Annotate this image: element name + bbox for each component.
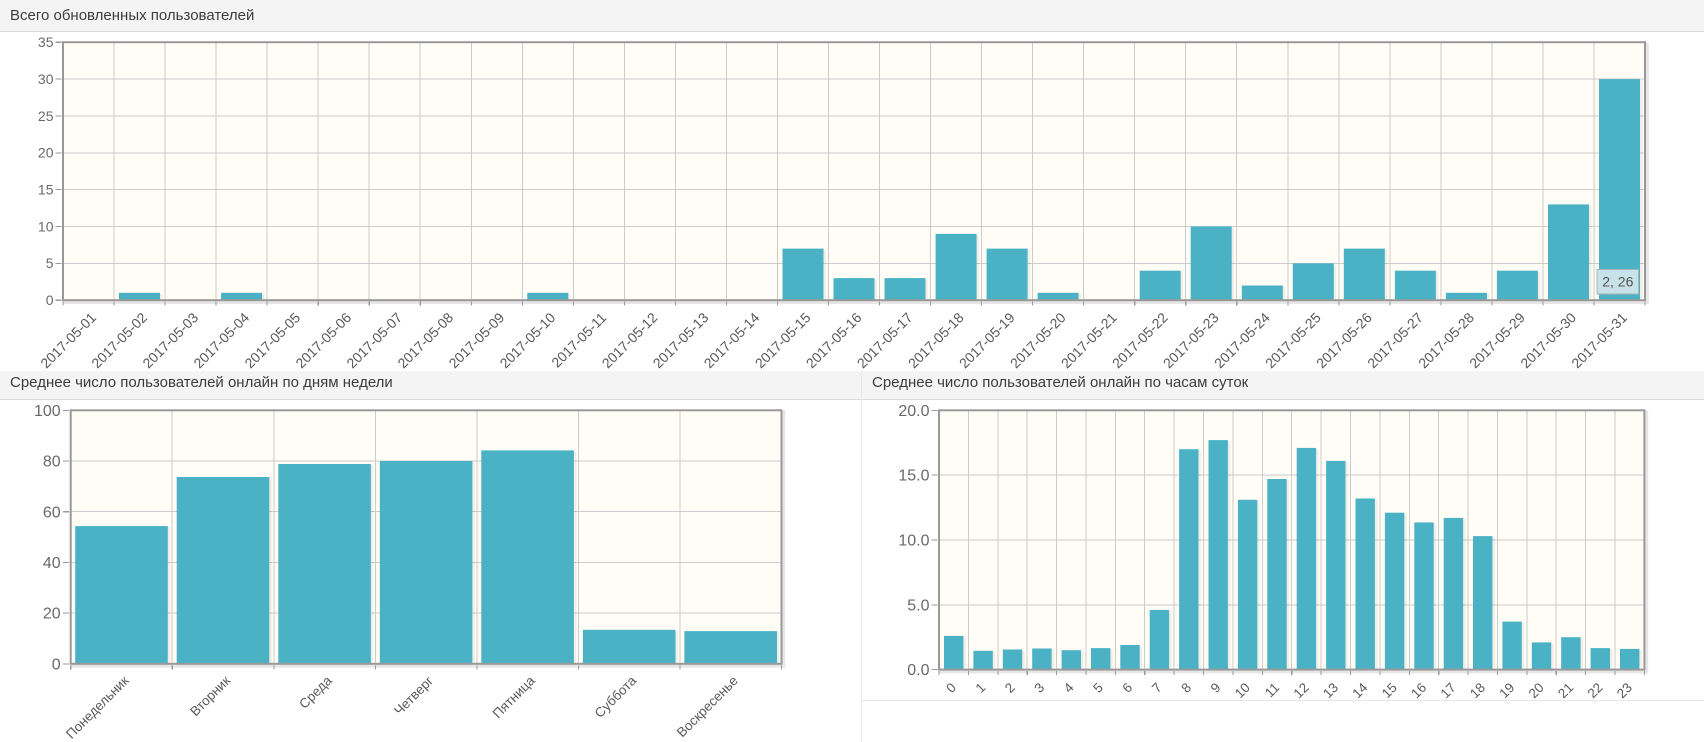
svg-text:10: 10: [38, 218, 54, 234]
svg-text:2, 26: 2, 26: [1602, 273, 1633, 289]
svg-text:Вторник: Вторник: [187, 673, 233, 719]
svg-text:18: 18: [1467, 680, 1488, 701]
svg-text:22: 22: [1584, 680, 1605, 701]
svg-text:15: 15: [1379, 680, 1400, 701]
svg-text:6: 6: [1119, 680, 1135, 696]
svg-text:2: 2: [1002, 680, 1018, 696]
svg-text:15: 15: [38, 182, 54, 198]
svg-text:5: 5: [1090, 680, 1106, 696]
svg-text:80: 80: [43, 454, 61, 471]
svg-text:25: 25: [38, 108, 54, 124]
svg-text:30: 30: [38, 71, 54, 87]
svg-text:Суббота: Суббота: [592, 673, 640, 721]
svg-text:0: 0: [943, 680, 959, 696]
svg-text:0: 0: [52, 656, 61, 673]
svg-text:9: 9: [1208, 680, 1224, 696]
svg-text:23: 23: [1614, 680, 1635, 701]
svg-text:16: 16: [1408, 680, 1429, 701]
svg-text:3: 3: [1031, 680, 1047, 696]
svg-text:10: 10: [1232, 680, 1253, 701]
svg-text:7: 7: [1149, 680, 1165, 696]
svg-text:100: 100: [34, 403, 61, 420]
svg-text:13: 13: [1320, 680, 1341, 701]
svg-text:2017-05-31: 2017-05-31: [1568, 309, 1630, 371]
svg-text:0.0: 0.0: [907, 662, 929, 679]
svg-text:11: 11: [1262, 680, 1282, 700]
svg-text:19: 19: [1496, 680, 1517, 701]
svg-text:20: 20: [1526, 680, 1547, 701]
svg-text:Пятница: Пятница: [490, 673, 538, 721]
svg-text:20: 20: [43, 606, 61, 623]
svg-text:15.0: 15.0: [898, 468, 929, 485]
svg-text:14: 14: [1349, 680, 1371, 702]
svg-text:2017-05-10: 2017-05-10: [496, 309, 558, 371]
svg-text:10.0: 10.0: [898, 533, 929, 550]
svg-text:0: 0: [46, 292, 54, 308]
svg-text:Понедельник: Понедельник: [63, 673, 132, 742]
svg-text:Среда: Среда: [296, 673, 335, 712]
svg-text:20.0: 20.0: [898, 403, 929, 420]
svg-text:40: 40: [43, 555, 61, 572]
svg-text:Воскресенье: Воскресенье: [674, 673, 741, 740]
svg-text:60: 60: [43, 504, 61, 521]
svg-text:35: 35: [38, 34, 54, 50]
svg-text:17: 17: [1438, 680, 1459, 701]
svg-text:12: 12: [1291, 680, 1312, 701]
svg-text:1: 1: [973, 680, 989, 696]
svg-text:5.0: 5.0: [907, 597, 929, 614]
svg-text:Четверг: Четверг: [391, 673, 436, 718]
svg-text:4: 4: [1061, 680, 1077, 696]
svg-text:8: 8: [1178, 680, 1194, 696]
svg-text:5: 5: [46, 255, 54, 271]
svg-text:20: 20: [38, 145, 54, 161]
svg-text:21: 21: [1555, 680, 1576, 701]
